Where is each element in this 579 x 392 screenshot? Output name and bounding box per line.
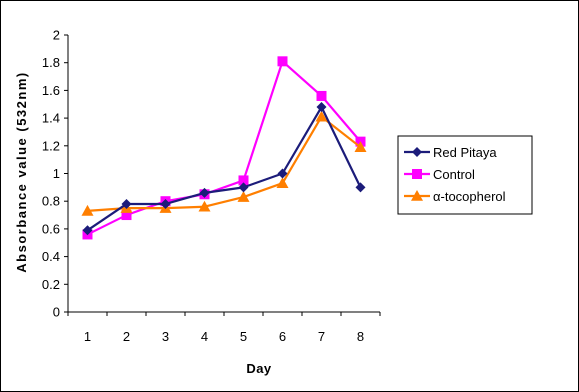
data-point bbox=[199, 187, 210, 198]
data-point bbox=[238, 175, 249, 186]
y-tick-label: 1.8 bbox=[42, 55, 60, 70]
data-point bbox=[355, 182, 366, 193]
data-point bbox=[121, 198, 132, 209]
y-tick-label: 0.2 bbox=[42, 277, 60, 292]
axes bbox=[67, 35, 380, 313]
legend: Red Pitaya Control α-tocopherol bbox=[397, 135, 533, 215]
y-tick-label: 1.2 bbox=[42, 138, 60, 153]
data-point bbox=[121, 210, 132, 221]
series-line bbox=[87, 115, 362, 212]
data-point bbox=[354, 141, 367, 152]
legend-label: Control bbox=[433, 167, 475, 182]
data-point bbox=[316, 90, 327, 101]
series-line bbox=[86, 105, 362, 232]
y-tick-label: 0.4 bbox=[42, 249, 60, 264]
x-tick-label: 8 bbox=[357, 329, 364, 344]
data-point bbox=[198, 200, 211, 212]
data-point bbox=[82, 225, 93, 236]
y-tick-label: 0 bbox=[53, 305, 60, 320]
data-point bbox=[237, 191, 250, 202]
legend-label: Red Pitaya bbox=[433, 145, 497, 160]
y-tick-label: 1.6 bbox=[42, 83, 60, 98]
data-point bbox=[160, 198, 171, 209]
y-axis-title: Absorbance value (532nm) bbox=[14, 71, 29, 272]
x-tick-label: 3 bbox=[162, 329, 169, 344]
y-tick-label: 1 bbox=[53, 166, 60, 181]
series-tocopherol bbox=[81, 110, 367, 216]
y-tick-label: 0.6 bbox=[42, 221, 60, 236]
x-tick-label: 7 bbox=[318, 329, 325, 344]
data-point bbox=[276, 177, 289, 188]
data-point bbox=[81, 204, 94, 216]
legend-marker bbox=[412, 147, 422, 157]
x-tick-label: 5 bbox=[240, 329, 247, 344]
x-tick-label: 4 bbox=[201, 329, 208, 344]
x-axis-title: Day bbox=[246, 361, 272, 376]
x-tick-label: 2 bbox=[123, 329, 130, 344]
x-axis-ticks: 1 2 3 4 5 6 7 8 bbox=[67, 312, 381, 344]
series-red-pitaya bbox=[82, 102, 366, 236]
legend-marker bbox=[411, 190, 423, 201]
data-point bbox=[315, 110, 328, 122]
series-line bbox=[87, 60, 362, 236]
legend-label: α-tocopherol bbox=[433, 189, 506, 204]
data-point bbox=[277, 56, 288, 67]
legend-marker bbox=[412, 169, 422, 179]
y-axis-ticks: 0 0.2 0.4 0.6 0.8 1 1.2 1.4 1.6 1.8 2 bbox=[42, 28, 68, 320]
x-tick-label: 6 bbox=[279, 329, 286, 344]
series-layer bbox=[81, 56, 367, 240]
data-point bbox=[238, 182, 249, 193]
y-tick-label: 0.8 bbox=[42, 194, 60, 209]
y-tick-label: 2 bbox=[53, 28, 60, 43]
x-tick-label: 1 bbox=[84, 329, 91, 344]
y-tick-label: 1.4 bbox=[42, 111, 60, 126]
data-point bbox=[316, 102, 327, 113]
data-point bbox=[277, 168, 288, 179]
